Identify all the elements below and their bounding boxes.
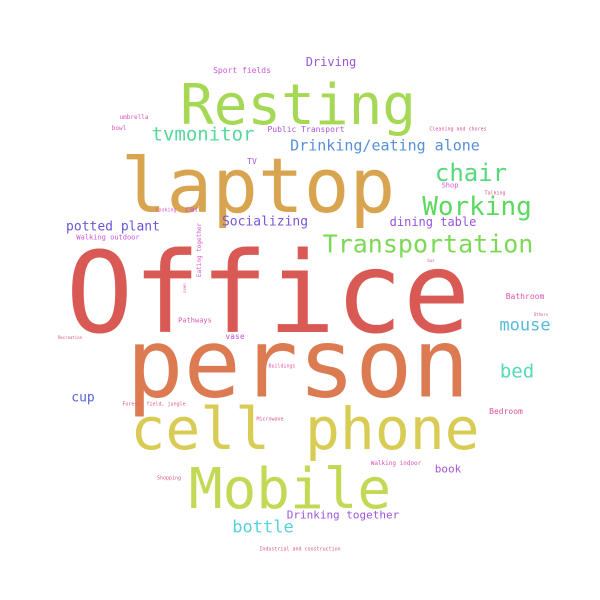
word-pathways: Pathways xyxy=(178,316,212,325)
word-bathroom: Bathroom xyxy=(505,292,545,301)
word-vase: vase xyxy=(225,332,245,341)
word-bedroom: Bedroom xyxy=(489,407,523,416)
word-cell-phone: cell phone xyxy=(130,395,480,463)
word-tv: TV xyxy=(247,157,257,166)
word-tvmonitor: tvmonitor xyxy=(151,123,255,146)
word-sport-fields: Sport fields xyxy=(213,66,271,75)
word-shop: Shop xyxy=(441,181,459,190)
word-cleaning-and-chores: Cleaning and chores xyxy=(429,126,487,133)
word-cup: cup xyxy=(71,390,95,406)
word-mouse: mouse xyxy=(499,315,551,336)
word-others: Others xyxy=(533,312,549,317)
word-walking-indoor: Walking indoor xyxy=(370,460,422,467)
word-drinking-together: Drinking together xyxy=(286,508,400,522)
word-microwave: Microwave xyxy=(256,416,284,423)
word-chair: chair xyxy=(434,159,508,187)
word-eating-together: Eating together xyxy=(196,222,203,278)
word-bed: bed xyxy=(499,360,535,383)
word-office: Office xyxy=(65,229,471,359)
word-mobile: Mobile xyxy=(188,457,392,522)
word-driving: Driving xyxy=(305,55,357,69)
word-talking: Talking xyxy=(484,190,506,197)
word-walking-outdoor: Walking outdoor xyxy=(76,233,140,242)
word-cooking: Cooking xyxy=(155,207,177,214)
word-oven: oven xyxy=(182,283,187,293)
word-dining-table: dining table xyxy=(389,215,477,229)
word-industrial-and-construction: Industrial and construction xyxy=(259,546,341,553)
word-public-transport: Public Transport xyxy=(267,125,345,134)
word-person: person xyxy=(126,309,470,420)
word-recreation: Recreation xyxy=(57,335,83,340)
word-forest-field-jungle: Forest, field, jungle xyxy=(122,401,186,408)
word-potted-plant: potted plant xyxy=(66,219,160,235)
word-working: Working xyxy=(422,192,532,222)
word-bowl: bowl xyxy=(111,125,127,132)
word-socializing: Socializing xyxy=(221,214,309,230)
word-car: car xyxy=(184,205,200,214)
word-book: book xyxy=(434,462,462,476)
word-bottle: bottle xyxy=(232,517,294,538)
word-umbrella: umbrella xyxy=(119,114,149,121)
word-shopping: Shopping xyxy=(156,475,182,482)
word-buildings: Buildings xyxy=(268,363,296,370)
word-transportation: Transportation xyxy=(322,229,534,259)
word-drinking-eating-alone: Drinking/eating alone xyxy=(290,136,480,155)
word-resting: Resting xyxy=(179,73,417,138)
word-laptop: laptop xyxy=(120,141,396,230)
word-bus: bus xyxy=(427,258,435,263)
